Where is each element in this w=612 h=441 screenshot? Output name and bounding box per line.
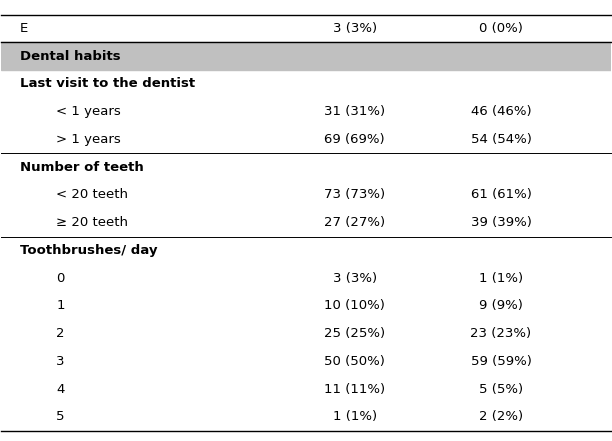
Text: 5 (5%): 5 (5%) [479, 383, 523, 396]
Text: 1 (1%): 1 (1%) [333, 411, 377, 423]
Text: < 1 years: < 1 years [56, 105, 121, 118]
Text: 1: 1 [56, 299, 65, 313]
Text: 39 (39%): 39 (39%) [471, 216, 531, 229]
Text: 27 (27%): 27 (27%) [324, 216, 386, 229]
Text: 46 (46%): 46 (46%) [471, 105, 531, 118]
Text: 11 (11%): 11 (11%) [324, 383, 386, 396]
Text: > 1 years: > 1 years [56, 133, 121, 146]
Text: 2: 2 [56, 327, 65, 340]
Text: 59 (59%): 59 (59%) [471, 355, 531, 368]
Text: < 20 teeth: < 20 teeth [56, 188, 129, 202]
Text: 3: 3 [56, 355, 65, 368]
Text: 50 (50%): 50 (50%) [324, 355, 385, 368]
Text: Number of teeth: Number of teeth [20, 161, 143, 174]
Text: 2 (2%): 2 (2%) [479, 411, 523, 423]
Text: 73 (73%): 73 (73%) [324, 188, 386, 202]
Text: ≥ 20 teeth: ≥ 20 teeth [56, 216, 129, 229]
Text: Toothbrushes/ day: Toothbrushes/ day [20, 244, 157, 257]
Text: Last visit to the dentist: Last visit to the dentist [20, 78, 195, 90]
Text: 0: 0 [56, 272, 65, 285]
Text: Dental habits: Dental habits [20, 50, 121, 63]
Text: E: E [20, 22, 28, 35]
Text: 54 (54%): 54 (54%) [471, 133, 531, 146]
Bar [1, 42, 611, 70]
Text: 61 (61%): 61 (61%) [471, 188, 531, 202]
Text: 0 (0%): 0 (0%) [479, 22, 523, 35]
Text: 4: 4 [56, 383, 65, 396]
Text: 3 (3%): 3 (3%) [333, 272, 377, 285]
Text: 5: 5 [56, 411, 65, 423]
Text: 9 (9%): 9 (9%) [479, 299, 523, 313]
Text: 3 (3%): 3 (3%) [333, 22, 377, 35]
Text: 69 (69%): 69 (69%) [324, 133, 385, 146]
Text: 25 (25%): 25 (25%) [324, 327, 386, 340]
Text: 1 (1%): 1 (1%) [479, 272, 523, 285]
Text: 23 (23%): 23 (23%) [471, 327, 531, 340]
Text: 31 (31%): 31 (31%) [324, 105, 386, 118]
Text: 10 (10%): 10 (10%) [324, 299, 385, 313]
